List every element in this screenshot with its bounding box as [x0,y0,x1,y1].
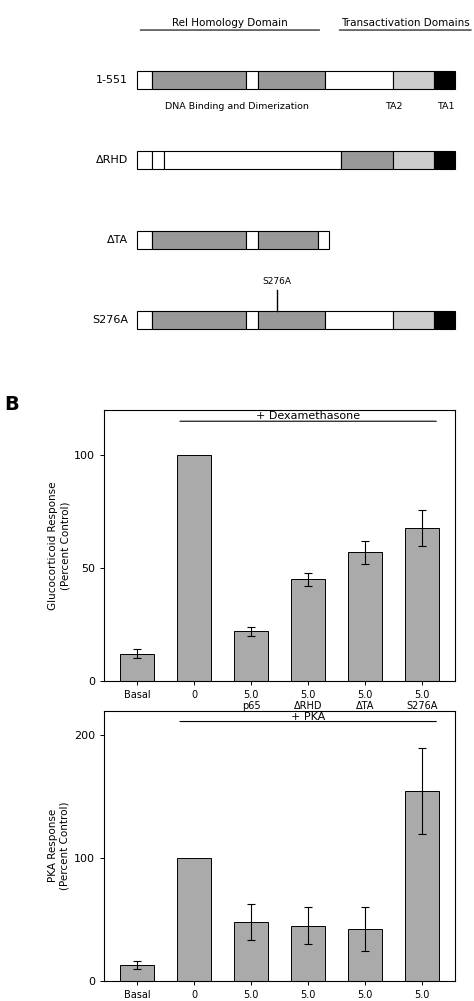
Text: ΔRHD: ΔRHD [96,155,128,165]
Bar [177,455,211,681]
Text: TA1: TA1 [437,102,454,111]
Text: B: B [5,395,19,414]
Bar [246,71,258,89]
Bar [164,151,341,169]
Bar [434,311,455,329]
Bar [258,71,325,89]
Bar [434,71,455,89]
Bar [405,528,439,681]
Bar [137,311,152,329]
Y-axis label: Glucocorticoid Response
(Percent Control): Glucocorticoid Response (Percent Control… [48,481,70,610]
Text: Transactivation Domains: Transactivation Domains [341,18,470,28]
Bar [341,151,393,169]
Text: Rel Homology Domain: Rel Homology Domain [172,18,288,28]
Bar [137,71,152,89]
Bar [393,311,434,329]
Bar [434,151,455,169]
Bar [325,311,393,329]
X-axis label: Amount of Transfected p65 DNA (μg): Amount of Transfected p65 DNA (μg) [183,714,376,724]
Text: S276A: S276A [92,315,128,325]
Bar [137,231,152,249]
Bar [405,791,439,981]
Bar [291,580,325,681]
Bar [393,151,434,169]
Bar [152,151,164,169]
Bar [325,71,393,89]
Bar [348,553,382,681]
Bar [318,231,329,249]
Text: ΔTA: ΔTA [107,235,128,245]
Bar [393,71,434,89]
Bar [120,965,155,981]
Bar [348,929,382,981]
Text: + Dexamethasone: + Dexamethasone [256,411,360,421]
Bar [120,654,155,681]
Bar [234,632,268,681]
Bar [258,231,318,249]
Bar [234,922,268,981]
Text: S276A: S276A [263,277,292,286]
Bar [152,311,246,329]
Bar [137,151,152,169]
Bar [246,231,258,249]
Text: + PKA: + PKA [291,712,325,722]
Bar [152,71,246,89]
Bar [246,311,258,329]
Y-axis label: PKA Response
(Percent Control): PKA Response (Percent Control) [48,802,70,890]
Text: 1-551: 1-551 [96,75,128,85]
Text: DNA Binding and Dimerization: DNA Binding and Dimerization [165,102,309,111]
Text: TA2: TA2 [385,102,402,111]
Bar [291,926,325,981]
Bar [177,858,211,981]
Bar [258,311,325,329]
Bar [152,231,246,249]
